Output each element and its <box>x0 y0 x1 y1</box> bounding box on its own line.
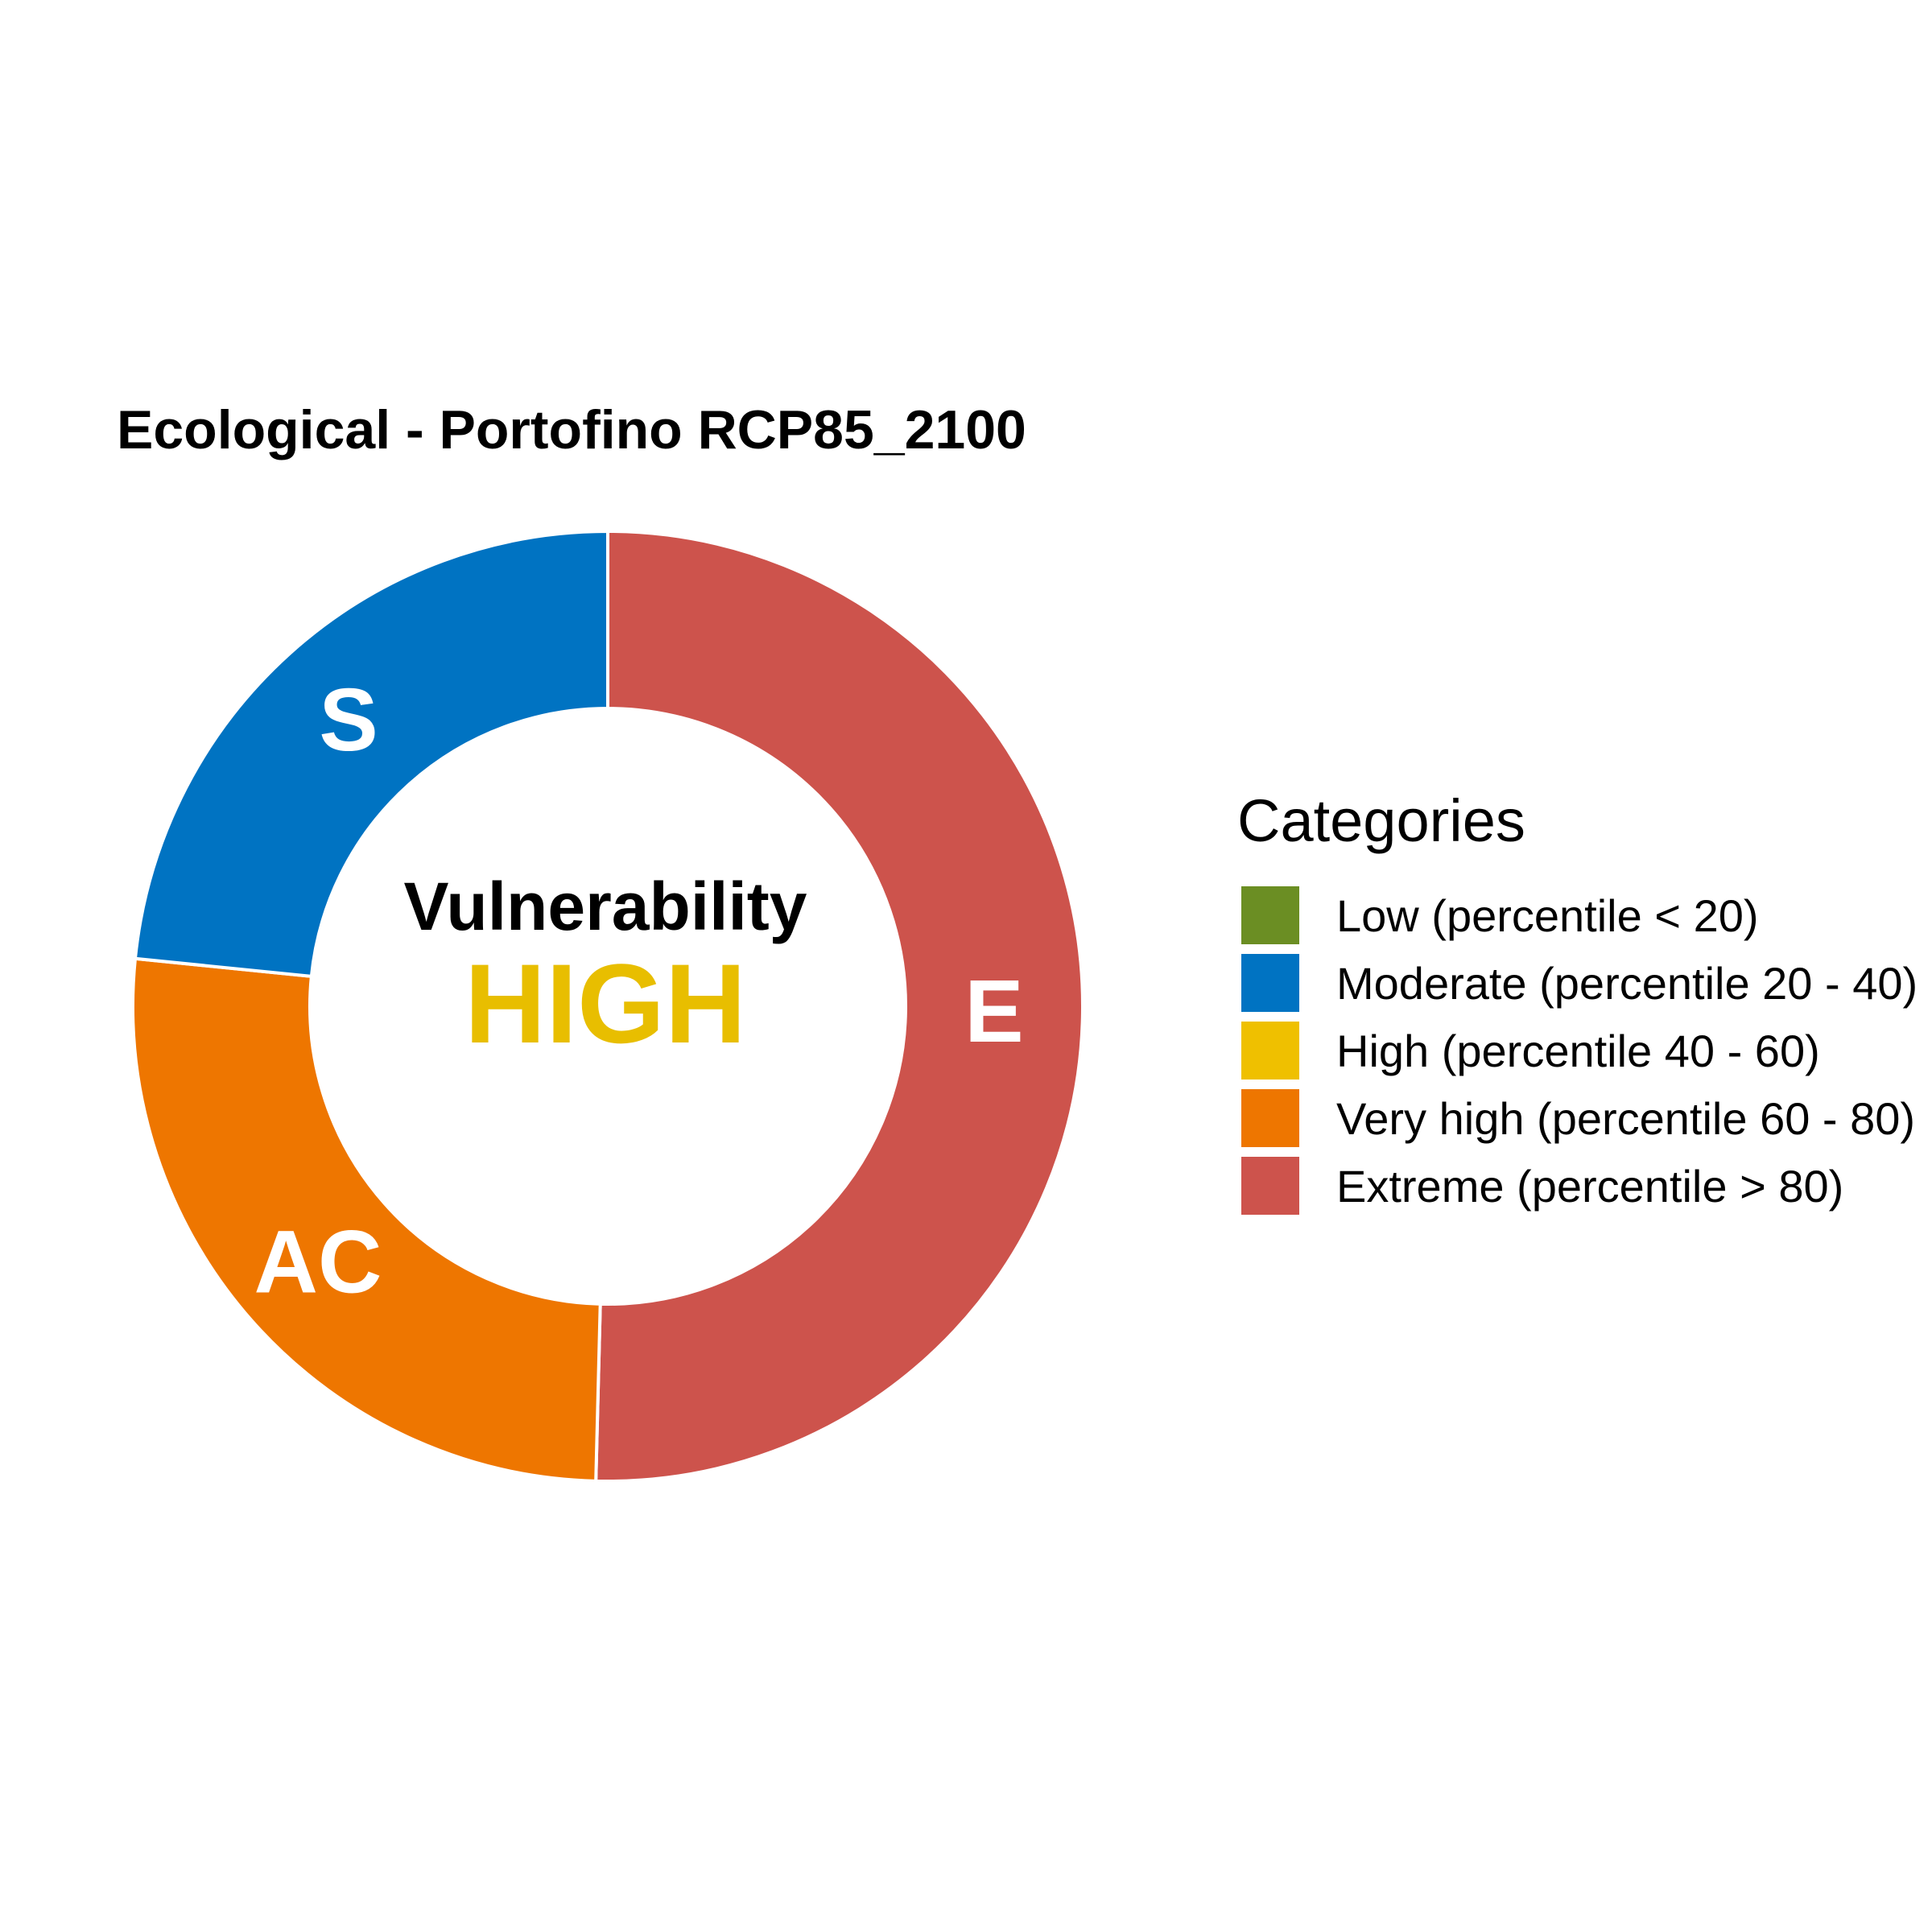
legend-swatch <box>1241 954 1299 1012</box>
slices-group <box>131 529 1085 1483</box>
legend-title: Categories <box>1237 787 1525 854</box>
legend-label: Low (percentile < 20) <box>1336 890 1759 941</box>
slice-labels-group: E AC S <box>254 671 1024 1311</box>
legend-swatch <box>1241 886 1299 944</box>
slice-s <box>133 529 609 979</box>
center-value: HIGH <box>464 940 746 1067</box>
slice-label-s: S <box>319 671 378 770</box>
slice-label-e: E <box>964 962 1023 1061</box>
slice-e <box>594 529 1085 1483</box>
center-title: Vulnerability <box>403 869 807 944</box>
legend-label: Extreme (percentile > 80) <box>1336 1161 1843 1212</box>
legend-label: High (percentile 40 - 60) <box>1336 1026 1820 1076</box>
legend-swatch <box>1241 1022 1299 1080</box>
legend: Categories Low (percentile < 20) Moderate… <box>1237 787 1918 1215</box>
chart-title: Ecological - Portofino RCP85_2100 <box>117 399 1026 460</box>
slice-label-ac: AC <box>254 1212 382 1311</box>
legend-swatch <box>1241 1089 1299 1147</box>
legend-label: Very high (percentile 60 - 80) <box>1336 1093 1915 1144</box>
slice-ac <box>131 956 602 1483</box>
legend-label: Moderate (percentile 20 - 40) <box>1336 958 1918 1009</box>
legend-swatch <box>1241 1157 1299 1215</box>
